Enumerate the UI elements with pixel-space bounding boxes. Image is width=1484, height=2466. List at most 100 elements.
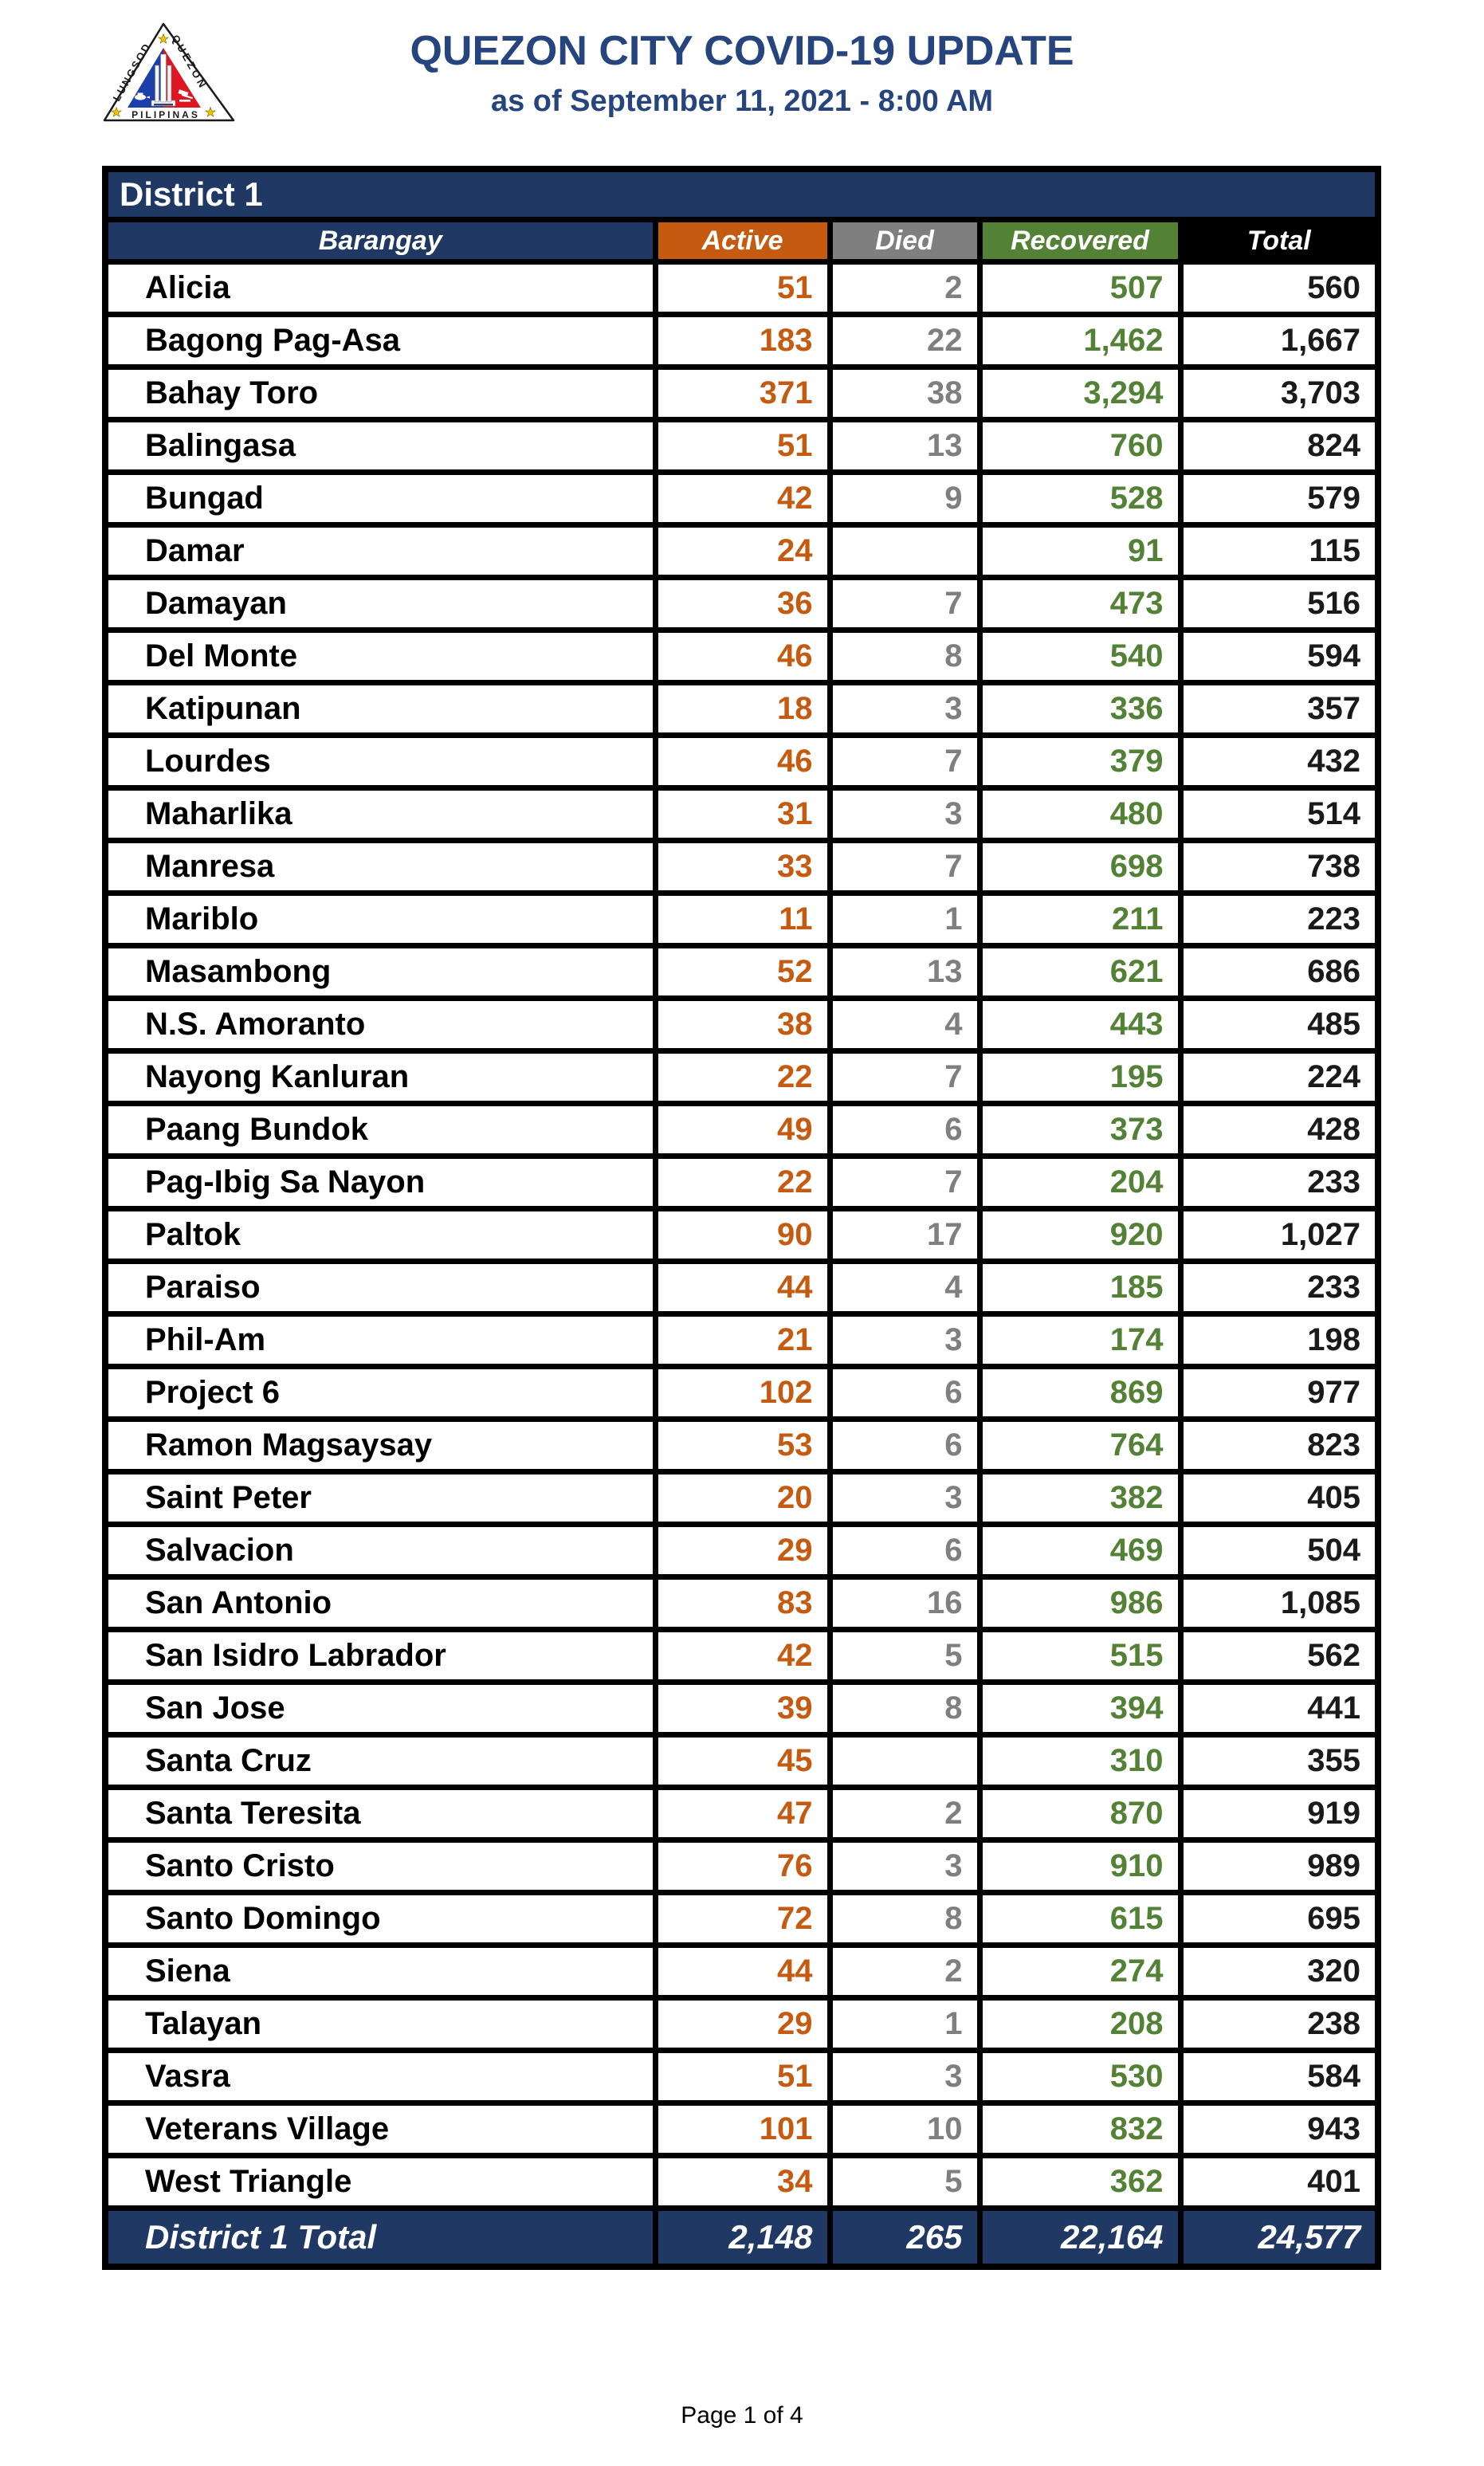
barangay-cell: Vasra xyxy=(102,2048,658,2106)
table-row: Balingasa 51 13 760 824 xyxy=(102,417,1381,475)
active-cell: 53 xyxy=(652,1416,833,1474)
total-cell: 824 xyxy=(1177,417,1381,475)
active-cell: 33 xyxy=(652,838,833,896)
barangay-cell: Ramon Magsaysay xyxy=(102,1416,658,1474)
recovered-cell: 394 xyxy=(976,1679,1184,1738)
recovered-cell: 698 xyxy=(976,838,1184,896)
total-cell: 919 xyxy=(1177,1785,1381,1843)
table-row: Paang Bundok 49 6 373 428 xyxy=(102,1101,1381,1159)
died-cell: 2 xyxy=(826,1942,983,2001)
recovered-cell: 1,462 xyxy=(976,312,1184,370)
died-cell: 6 xyxy=(826,1522,983,1580)
died-cell: 7 xyxy=(826,575,983,633)
total-cell: 405 xyxy=(1177,1469,1381,1527)
table-row: Santo Cristo 76 3 910 989 xyxy=(102,1837,1381,1895)
recovered-cell: 910 xyxy=(976,1837,1184,1895)
quezon-city-seal-logo: LUNGSOD QUEZON PILIPINAS xyxy=(103,22,235,122)
table-row: Damar 24 91 115 xyxy=(102,522,1381,580)
table-row: Maharlika 31 3 480 514 xyxy=(102,785,1381,843)
recovered-cell: 373 xyxy=(976,1101,1184,1159)
total-cell: 695 xyxy=(1177,1890,1381,1948)
table-row: Alicia 51 2 507 560 xyxy=(102,259,1381,317)
recovered-cell: 274 xyxy=(976,1942,1184,2001)
barangay-cell: Santa Cruz xyxy=(102,1732,658,1790)
active-cell: 72 xyxy=(652,1890,833,1948)
active-cell: 39 xyxy=(652,1679,833,1738)
died-cell: 2 xyxy=(826,259,983,317)
table-row: Veterans Village 101 10 832 943 xyxy=(102,2100,1381,2158)
active-cell: 371 xyxy=(652,364,833,422)
gavel-icon xyxy=(178,89,193,102)
active-cell: 101 xyxy=(652,2100,833,2158)
recovered-cell: 211 xyxy=(976,890,1184,948)
recovered-cell: 174 xyxy=(976,1311,1184,1369)
total-cell: 686 xyxy=(1177,943,1381,1001)
active-cell: 46 xyxy=(652,732,833,791)
active-cell: 102 xyxy=(652,1364,833,1422)
died-cell: 4 xyxy=(826,1259,983,1317)
active-cell: 90 xyxy=(652,1206,833,1264)
active-cell: 44 xyxy=(652,1259,833,1317)
table-row: Santo Domingo 72 8 615 695 xyxy=(102,1890,1381,1948)
table-row: San Antonio 83 16 986 1,085 xyxy=(102,1574,1381,1632)
table-row: West Triangle 34 5 362 401 xyxy=(102,2153,1381,2211)
active-cell: 22 xyxy=(652,1048,833,1106)
died-cell: 6 xyxy=(826,1364,983,1422)
table-row: Vasra 51 3 530 584 xyxy=(102,2048,1381,2106)
barangay-cell: Maharlika xyxy=(102,785,658,843)
died-cell: 7 xyxy=(826,732,983,791)
recovered-cell: 480 xyxy=(976,785,1184,843)
barangay-cell: Damar xyxy=(102,522,658,580)
recovered-cell: 515 xyxy=(976,1627,1184,1685)
total-cell: 1,667 xyxy=(1177,312,1381,370)
barangay-cell: Santa Teresita xyxy=(102,1785,658,1843)
total-cell: 233 xyxy=(1177,1259,1381,1317)
page-number: Page 1 of 4 xyxy=(681,2402,803,2429)
died-cell: 7 xyxy=(826,1048,983,1106)
total-cell: 432 xyxy=(1177,732,1381,791)
table-row: Paltok 90 17 920 1,027 xyxy=(102,1206,1381,1264)
active-cell: 31 xyxy=(652,785,833,843)
table-row: Ramon Magsaysay 53 6 764 823 xyxy=(102,1416,1381,1474)
table-row: Bahay Toro 371 38 3,294 3,703 xyxy=(102,364,1381,422)
active-cell: 24 xyxy=(652,522,833,580)
barangay-cell: Bungad xyxy=(102,469,658,528)
district-total-label: District 1 Total xyxy=(102,2205,658,2270)
table-row: Phil-Am 21 3 174 198 xyxy=(102,1311,1381,1369)
died-cell xyxy=(826,522,983,580)
barangay-cell: San Antonio xyxy=(102,1574,658,1632)
column-header-total: Total xyxy=(1177,217,1381,265)
recovered-cell: 185 xyxy=(976,1259,1184,1317)
died-cell: 3 xyxy=(826,1837,983,1895)
covid-table: District 1 Barangay Active Died Recovere… xyxy=(102,166,1381,2270)
barangay-cell: Santo Domingo xyxy=(102,1890,658,1948)
recovered-cell: 920 xyxy=(976,1206,1184,1264)
died-cell: 16 xyxy=(826,1574,983,1632)
total-cell: 516 xyxy=(1177,575,1381,633)
barangay-cell: Phil-Am xyxy=(102,1311,658,1369)
table-row: Manresa 33 7 698 738 xyxy=(102,838,1381,896)
barangay-cell: Del Monte xyxy=(102,627,658,685)
died-cell: 8 xyxy=(826,627,983,685)
district-header-row: District 1 xyxy=(102,166,1381,222)
recovered-cell: 91 xyxy=(976,522,1184,580)
barangay-cell: Alicia xyxy=(102,259,658,317)
seal-stars xyxy=(110,33,217,117)
barangay-cell: Nayong Kanluran xyxy=(102,1048,658,1106)
table-row: Siena 44 2 274 320 xyxy=(102,1942,1381,2001)
lamp-icon xyxy=(133,92,150,100)
barangay-cell: West Triangle xyxy=(102,2153,658,2211)
table-row: Mariblo 11 1 211 223 xyxy=(102,890,1381,948)
died-cell: 9 xyxy=(826,469,983,528)
total-cell: 823 xyxy=(1177,1416,1381,1474)
total-cell: 485 xyxy=(1177,995,1381,1054)
died-cell: 2 xyxy=(826,1785,983,1843)
died-cell: 6 xyxy=(826,1416,983,1474)
active-cell: 21 xyxy=(652,1311,833,1369)
recovered-cell: 469 xyxy=(976,1522,1184,1580)
active-cell: 83 xyxy=(652,1574,833,1632)
page-title: QUEZON CITY COVID-19 UPDATE xyxy=(410,28,1074,74)
recovered-cell: 3,294 xyxy=(976,364,1184,422)
recovered-cell: 870 xyxy=(976,1785,1184,1843)
died-cell: 17 xyxy=(826,1206,983,1264)
